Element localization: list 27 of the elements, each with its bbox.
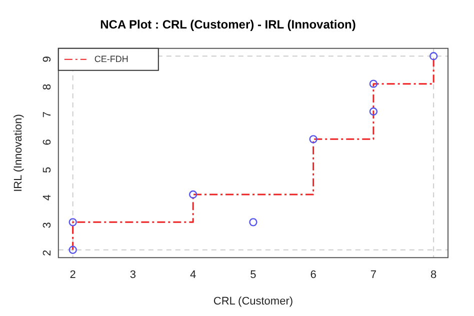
point [68,218,77,226]
x-tick-label: 6 [310,269,316,282]
x-tick-label: 7 [370,269,377,282]
y-tick-label: 5 [41,166,54,173]
y-tick-label: 2 [41,250,54,256]
x-tick-label: 4 [190,269,196,282]
x-tick-label: 5 [250,269,256,282]
x-tick-label: 3 [130,269,136,282]
point [249,218,258,226]
y-tick-label: 4 [41,194,54,201]
point [369,80,378,88]
x-tick-label: 8 [430,269,437,282]
x-axis-title: CRL (Customer) [213,295,294,308]
y-tick-label: 8 [41,84,54,90]
point [369,107,378,116]
y-tick-label: 9 [41,56,54,62]
y-axis-title: IRL (Innovation) [12,114,25,192]
y-tick-label: 3 [41,222,54,228]
point [429,52,438,60]
y-tick-label: 6 [41,139,54,146]
point [68,246,77,254]
chart-title: NCA Plot : CRL (Customer) - IRL (Innovation) [100,18,356,32]
point [309,135,318,144]
x-tick-label: 2 [70,269,76,282]
legend-label: CE-FDH [94,54,128,64]
y-tick-label: 7 [41,111,54,118]
point [188,190,198,199]
